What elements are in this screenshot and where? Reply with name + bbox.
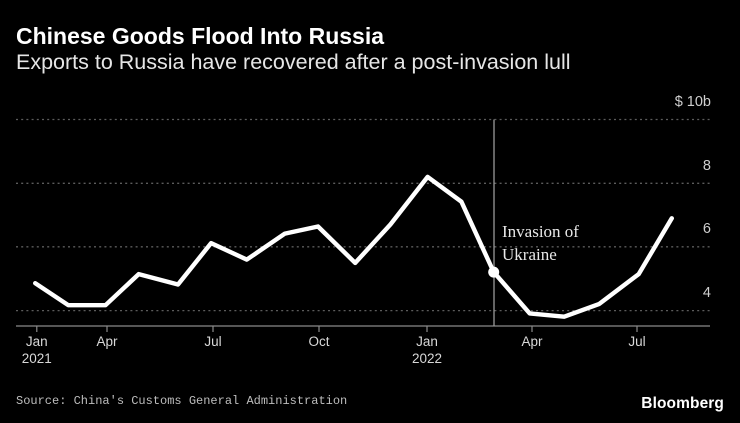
svg-text:Invasion of: Invasion of: [502, 222, 579, 241]
svg-text:Jan: Jan: [26, 334, 48, 349]
svg-text:Jan: Jan: [416, 334, 438, 349]
svg-text:Jul: Jul: [204, 334, 221, 349]
svg-text:2022: 2022: [412, 351, 442, 366]
svg-text:$ 10b: $ 10b: [675, 94, 711, 110]
svg-text:Apr: Apr: [521, 334, 543, 349]
svg-text:8: 8: [703, 158, 711, 174]
svg-text:Ukraine: Ukraine: [502, 245, 557, 264]
svg-text:Jul: Jul: [628, 334, 645, 349]
svg-text:2021: 2021: [22, 351, 52, 366]
svg-text:6: 6: [703, 221, 711, 237]
svg-text:Apr: Apr: [96, 334, 118, 349]
svg-text:4: 4: [703, 285, 711, 301]
svg-text:Oct: Oct: [308, 334, 329, 349]
